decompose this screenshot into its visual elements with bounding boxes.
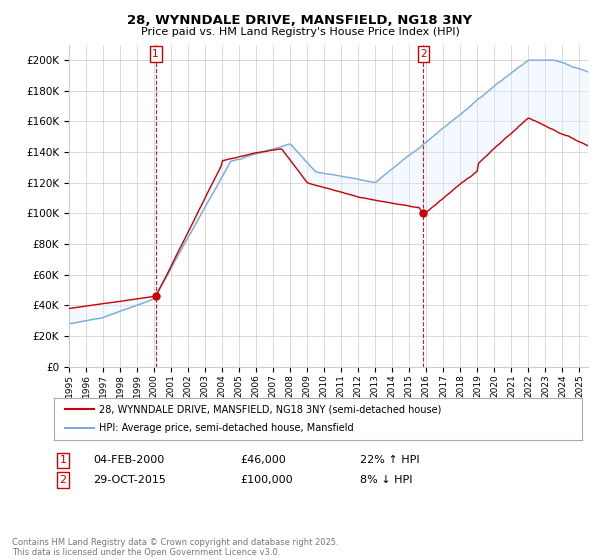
Text: 8% ↓ HPI: 8% ↓ HPI	[360, 475, 413, 485]
Text: HPI: Average price, semi-detached house, Mansfield: HPI: Average price, semi-detached house,…	[99, 423, 353, 433]
Text: Price paid vs. HM Land Registry's House Price Index (HPI): Price paid vs. HM Land Registry's House …	[140, 27, 460, 37]
Text: 04-FEB-2000: 04-FEB-2000	[93, 455, 164, 465]
Text: £100,000: £100,000	[240, 475, 293, 485]
Text: 22% ↑ HPI: 22% ↑ HPI	[360, 455, 419, 465]
Text: 28, WYNNDALE DRIVE, MANSFIELD, NG18 3NY: 28, WYNNDALE DRIVE, MANSFIELD, NG18 3NY	[127, 14, 473, 27]
Text: 2: 2	[59, 475, 67, 485]
Text: 1: 1	[152, 49, 159, 59]
Text: 29-OCT-2015: 29-OCT-2015	[93, 475, 166, 485]
Text: Contains HM Land Registry data © Crown copyright and database right 2025.
This d: Contains HM Land Registry data © Crown c…	[12, 538, 338, 557]
Text: 1: 1	[59, 455, 67, 465]
Text: £46,000: £46,000	[240, 455, 286, 465]
Text: 2: 2	[420, 49, 427, 59]
Text: 28, WYNNDALE DRIVE, MANSFIELD, NG18 3NY (semi-detached house): 28, WYNNDALE DRIVE, MANSFIELD, NG18 3NY …	[99, 404, 441, 414]
